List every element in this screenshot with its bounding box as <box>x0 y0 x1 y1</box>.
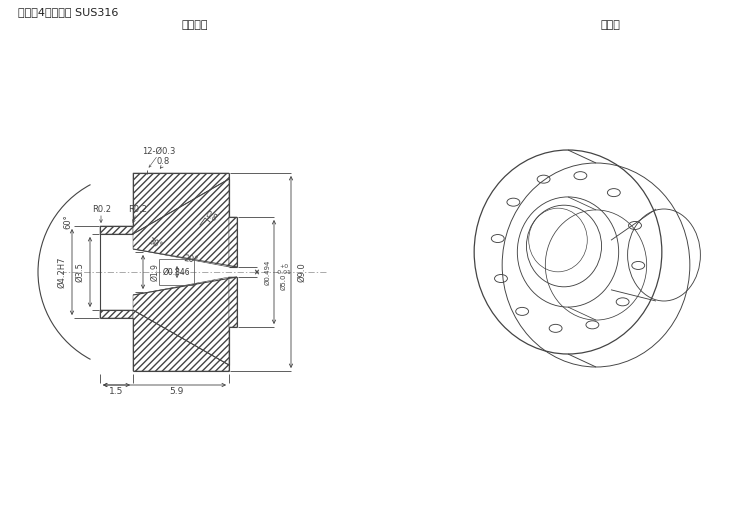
Polygon shape <box>100 310 133 318</box>
Text: 12-Ø0.3: 12-Ø0.3 <box>142 146 176 155</box>
Text: 斜視図: 斜視図 <box>600 20 620 30</box>
Polygon shape <box>133 310 229 371</box>
Text: Ø4.2H7: Ø4.2H7 <box>58 256 67 288</box>
Text: Ø9.0: Ø9.0 <box>298 262 307 282</box>
Text: Ø5.0: Ø5.0 <box>281 274 287 290</box>
Text: Ø1.9: Ø1.9 <box>151 263 160 281</box>
Text: 製品例4　　材質 SUS316: 製品例4 材質 SUS316 <box>18 7 118 17</box>
Polygon shape <box>229 277 237 327</box>
Text: 5.9: 5.9 <box>170 387 184 396</box>
Text: 60°: 60° <box>64 215 73 229</box>
Text: 1.5: 1.5 <box>110 387 124 396</box>
Polygon shape <box>133 173 229 234</box>
Polygon shape <box>229 217 237 267</box>
Text: Ø0.494: Ø0.494 <box>265 259 271 285</box>
Text: Ø0.846: Ø0.846 <box>163 268 190 277</box>
Text: 縦断面図: 縦断面図 <box>182 20 209 30</box>
Polygon shape <box>100 226 133 234</box>
Text: 20°: 20° <box>183 254 199 266</box>
Text: R0.2: R0.2 <box>92 205 112 214</box>
Text: -0.01: -0.01 <box>276 270 292 276</box>
Text: 0.8: 0.8 <box>203 210 218 224</box>
Polygon shape <box>133 277 229 365</box>
Text: 30°: 30° <box>146 237 164 251</box>
Text: Ø3.5: Ø3.5 <box>76 262 85 282</box>
Text: +0: +0 <box>280 263 289 269</box>
Text: 0.8: 0.8 <box>156 157 170 166</box>
Polygon shape <box>133 179 229 267</box>
Text: R0.2: R0.2 <box>128 205 148 214</box>
